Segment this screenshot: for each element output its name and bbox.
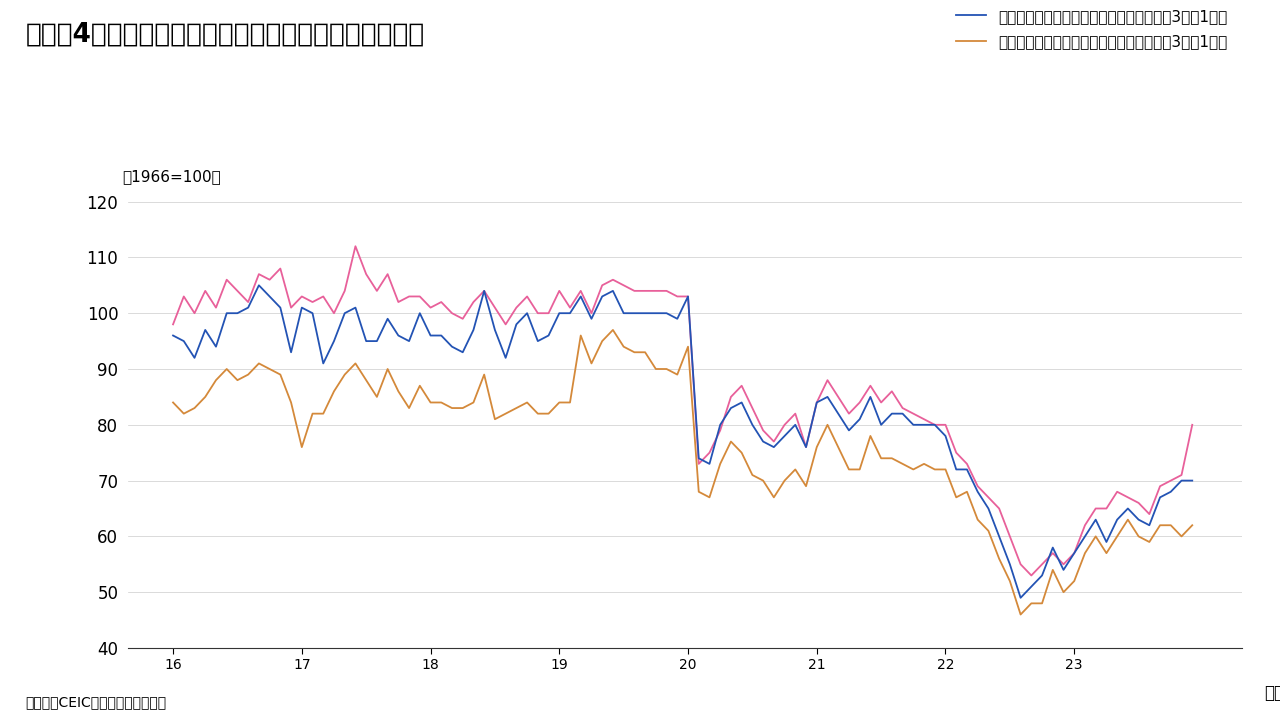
ミシガン大学消費者信頼感指数：所得中位3分の1の層 <box>1184 477 1199 485</box>
Line: ミシガン大学消費者信頼感指数：所得中位3分の1の層: ミシガン大学消費者信頼感指数：所得中位3分の1の層 <box>173 285 1192 598</box>
ミシガン大学消費者信頼感指数：所得下位3分の1の層 <box>1120 516 1135 524</box>
ミシガン大学消費者信頼感指数：所得上位3分の1の層 <box>1024 571 1039 580</box>
ミシガン大学消費者信頼感指数：所得中位3分の1の層 <box>251 281 266 289</box>
ミシガン大学消費者信頼感指数：所得上位3分の1の層 <box>466 298 481 307</box>
Line: ミシガン大学消費者信頼感指数：所得上位3分の1の層: ミシガン大学消費者信頼感指数：所得上位3分の1の層 <box>173 246 1192 575</box>
ミシガン大学消費者信頼感指数：所得上位3分の1の層 <box>616 281 631 289</box>
ミシガン大学消費者信頼感指数：所得中位3分の1の層 <box>1012 593 1028 602</box>
Text: （年）: （年） <box>1263 684 1280 702</box>
ミシガン大学消費者信頼感指数：所得上位3分の1の層 <box>305 298 320 307</box>
ミシガン大学消費者信頼感指数：所得下位3分の1の層 <box>456 404 471 413</box>
ミシガン大学消費者信頼感指数：所得上位3分の1の層 <box>1184 420 1199 429</box>
Line: ミシガン大学消費者信頼感指数：所得下位3分の1の層: ミシガン大学消費者信頼感指数：所得下位3分の1の層 <box>173 330 1192 614</box>
ミシガン大学消費者信頼感指数：所得下位3分の1の層 <box>305 409 320 418</box>
Text: （出所）CEICよりインベスコ作成: （出所）CEICよりインベスコ作成 <box>26 696 166 709</box>
ミシガン大学消費者信頼感指数：所得下位3分の1の層 <box>1012 610 1028 618</box>
ミシガン大学消費者信頼感指数：所得上位3分の1の層 <box>691 459 707 468</box>
ミシガン大学消費者信頼感指数：所得下位3分の1の層 <box>605 325 621 334</box>
Text: （1966=100）: （1966=100） <box>123 168 221 184</box>
ミシガン大学消費者信頼感指数：所得中位3分の1の層 <box>466 325 481 334</box>
ミシガン大学消費者信頼感指数：所得中位3分の1の層 <box>616 309 631 318</box>
ミシガン大学消費者信頼感指数：所得下位3分の1の層 <box>1184 521 1199 530</box>
Legend: ミシガン大学消費者信頼感指数：所得上位3分の1の層, ミシガン大学消費者信頼感指数：所得中位3分の1の層, ミシガン大学消費者信頼感指数：所得下位3分の1の層: ミシガン大学消費者信頼感指数：所得上位3分の1の層, ミシガン大学消費者信頼感指… <box>950 0 1234 55</box>
ミシガン大学消費者信頼感指数：所得中位3分の1の層 <box>691 454 707 462</box>
ミシガン大学消費者信頼感指数：所得上位3分の1の層 <box>348 242 364 251</box>
ミシガン大学消費者信頼感指数：所得上位3分の1の層 <box>723 392 739 401</box>
ミシガン大学消費者信頼感指数：所得中位3分の1の層 <box>165 331 180 340</box>
Text: （図表4）米国：ミシガン大学消費者信頼感指数の推移: （図表4）米国：ミシガン大学消費者信頼感指数の推移 <box>26 22 425 48</box>
ミシガン大学消費者信頼感指数：所得下位3分の1の層 <box>165 398 180 407</box>
ミシガン大学消費者信頼感指数：所得下位3分の1の層 <box>691 487 707 496</box>
ミシガン大学消費者信頼感指数：所得中位3分の1の層 <box>316 359 332 368</box>
ミシガン大学消費者信頼感指数：所得中位3分の1の層 <box>1120 504 1135 513</box>
ミシガン大学消費者信頼感指数：所得上位3分の1の層 <box>1120 493 1135 502</box>
ミシガン大学消費者信頼感指数：所得下位3分の1の層 <box>723 437 739 446</box>
ミシガン大学消費者信頼感指数：所得上位3分の1の層 <box>165 320 180 328</box>
ミシガン大学消費者信頼感指数：所得下位3分の1の層 <box>616 343 631 351</box>
ミシガン大学消費者信頼感指数：所得中位3分の1の層 <box>723 404 739 413</box>
